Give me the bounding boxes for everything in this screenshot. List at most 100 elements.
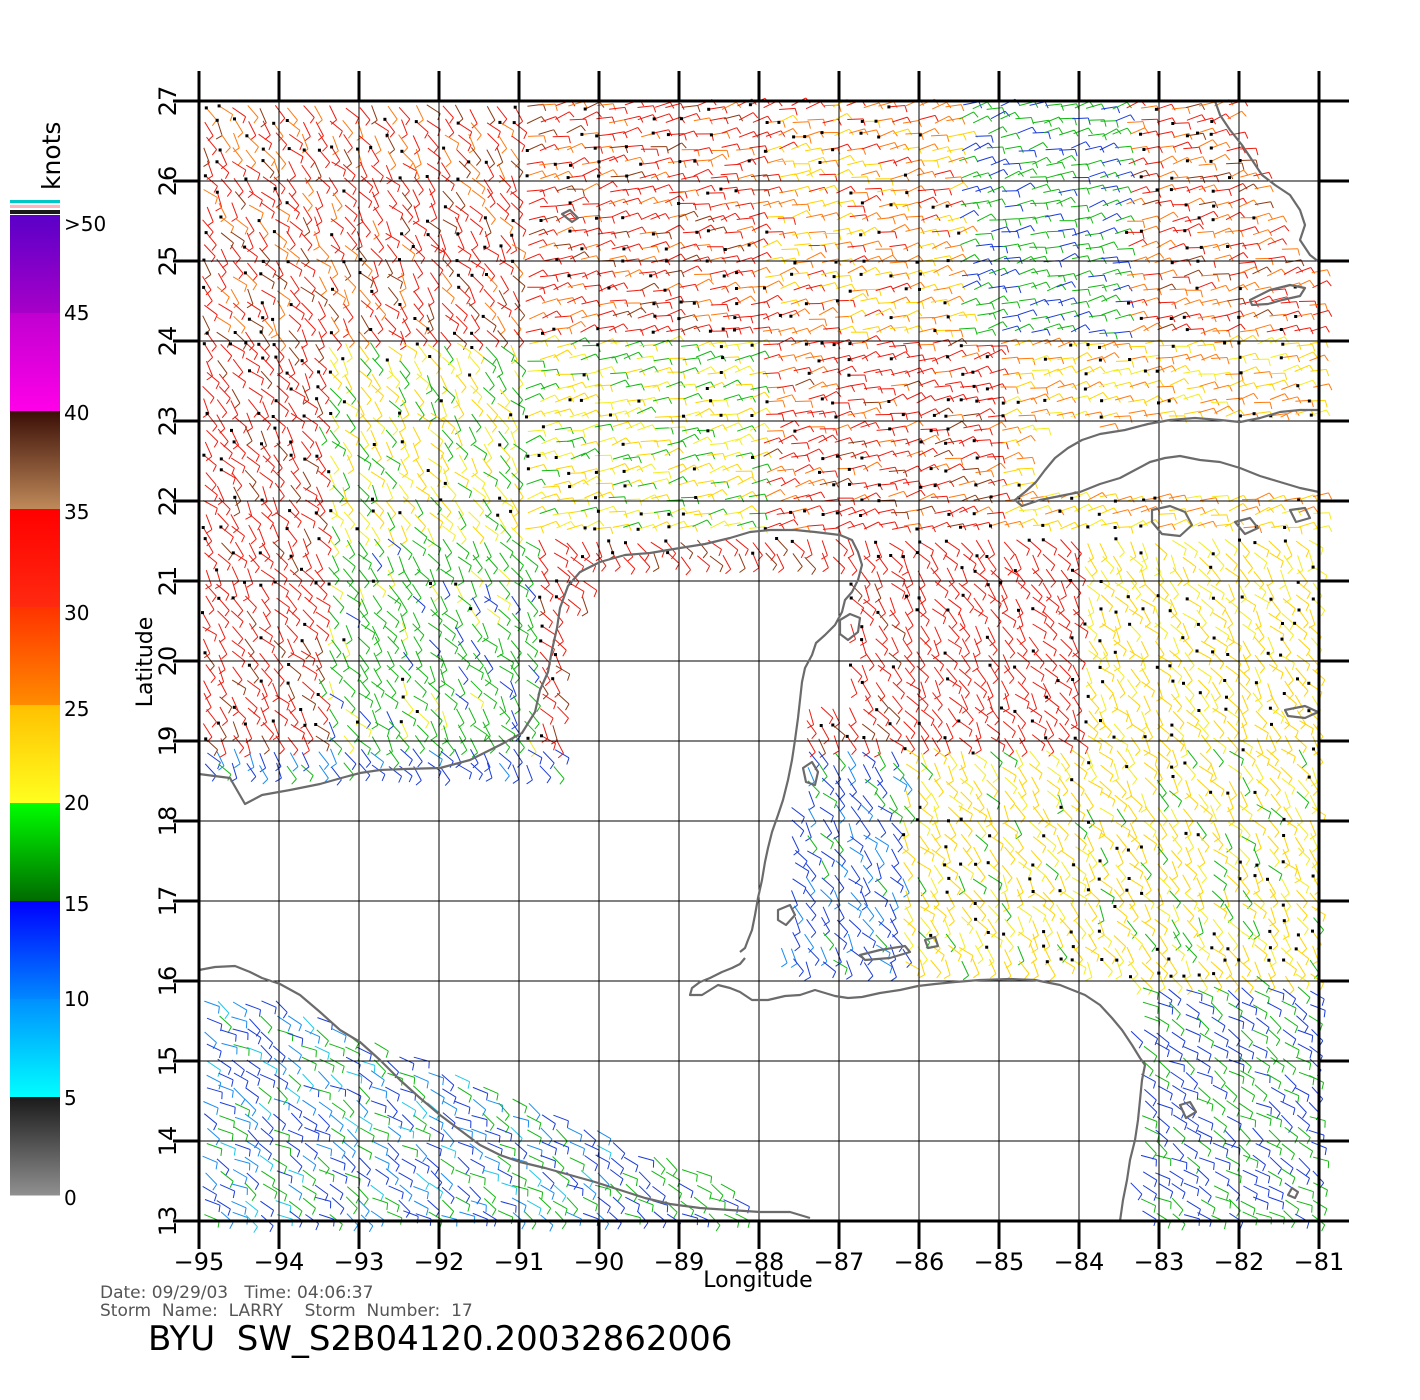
wind-barb-flag <box>1142 232 1145 240</box>
wind-barb <box>678 130 695 137</box>
wind-barb <box>598 181 614 190</box>
wind-barb <box>863 163 880 166</box>
wind-barb-flag <box>388 149 395 155</box>
wind-barb-flag <box>1088 127 1093 135</box>
rain-flag-dot <box>369 328 373 331</box>
wind-barb-flag <box>1213 184 1219 192</box>
rain-flag-dot <box>568 398 572 402</box>
wind-barb-flag <box>555 205 559 213</box>
rain-flag-dot <box>835 454 839 458</box>
wind-barb <box>851 176 868 178</box>
rain-flag-dot <box>261 147 265 151</box>
rain-flag-dot <box>680 117 683 121</box>
rain-flag-dot <box>709 133 713 137</box>
wind-barb <box>975 135 992 137</box>
wind-barb-flag <box>862 160 867 168</box>
rain-flag-dot <box>653 314 657 318</box>
rain-flag-dot <box>707 107 711 111</box>
wind-barb-flag <box>501 148 508 154</box>
wind-barb-flag <box>1198 223 1204 230</box>
wind-barb-flag <box>1255 148 1259 156</box>
wind-barb <box>233 178 244 192</box>
wind-barb <box>318 276 328 292</box>
rain-flag-dot <box>1125 230 1129 234</box>
wind-barb-flag <box>269 171 275 179</box>
wind-barb-flag <box>442 252 446 260</box>
wind-barb-flag <box>1173 226 1179 234</box>
wind-barb <box>650 241 667 248</box>
rain-flag-dot <box>371 509 375 513</box>
wind-barb <box>526 189 543 192</box>
wind-barb <box>430 202 438 219</box>
wind-barb-flag <box>652 185 657 193</box>
wind-barb <box>426 120 441 130</box>
rain-flag-dot <box>1171 122 1175 125</box>
wind-barb <box>862 194 877 204</box>
wind-barb <box>497 163 506 179</box>
wind-barb-flag <box>782 231 786 239</box>
wind-barb <box>875 118 892 122</box>
wind-barb-flag <box>792 160 796 168</box>
rain-flag-dot <box>1185 159 1189 163</box>
rain-flag-dot <box>509 413 513 417</box>
wind-barb-flag <box>505 205 511 212</box>
wind-barb-flag <box>260 212 264 220</box>
wind-barb-flag <box>584 196 590 203</box>
rain-flag-dot <box>385 358 389 362</box>
wind-barb-flag <box>1034 150 1037 158</box>
wind-barb-flag <box>1061 161 1066 169</box>
rain-flag-dot <box>1128 358 1132 361</box>
rain-flag-dot <box>204 106 208 110</box>
wind-barb-flag <box>1212 231 1216 239</box>
wind-barb <box>232 147 243 161</box>
wind-barb <box>781 248 798 250</box>
rain-flag-dot <box>593 146 597 150</box>
rain-flag-dot <box>1058 509 1062 513</box>
wind-barb <box>302 121 311 137</box>
wind-barb-flag <box>296 130 301 137</box>
wind-barb <box>1268 372 1285 375</box>
rain-flag-dot <box>929 429 933 433</box>
wind-barb-flag <box>492 286 498 293</box>
wind-barb <box>919 114 936 120</box>
wind-barb <box>1045 148 1062 151</box>
wind-barb <box>301 232 313 246</box>
wind-barb <box>486 149 496 164</box>
rain-flag-dot <box>609 413 612 417</box>
wind-barb-flag <box>893 159 898 167</box>
wind-barb <box>723 114 740 120</box>
wind-barb-flag <box>1173 170 1179 178</box>
wind-barb <box>539 103 556 106</box>
wind-barb-flag <box>808 121 811 129</box>
wind-barb-flag <box>1282 238 1288 245</box>
wind-barb <box>445 118 455 133</box>
wind-barb <box>1126 197 1142 205</box>
wind-barb <box>959 209 975 219</box>
wind-barb <box>878 159 894 164</box>
rain-flag-dot <box>331 287 334 291</box>
wind-barb-flag <box>1003 169 1009 176</box>
wind-barb <box>1268 256 1285 260</box>
wind-barb-flag <box>316 119 323 125</box>
wind-barb-flag <box>351 286 357 294</box>
wind-barb-flag <box>807 232 812 239</box>
wind-barb <box>1016 357 1034 360</box>
wind-barb-flag <box>332 190 339 197</box>
wind-barb-flag <box>506 186 512 194</box>
wind-barb <box>581 243 598 250</box>
wind-barb <box>1172 122 1189 124</box>
wind-barb <box>736 148 753 151</box>
wind-barb-flag <box>554 186 559 193</box>
wind-barb <box>1115 197 1131 206</box>
wind-barb-flag <box>488 176 495 182</box>
rain-flag-dot <box>623 484 627 488</box>
rain-flag-dot <box>735 271 739 275</box>
wind-barb-flag <box>684 191 688 199</box>
wind-barb-flag <box>290 244 296 251</box>
wind-barb-flag <box>849 155 855 162</box>
rain-flag-dot <box>933 329 937 333</box>
colorbar-label: 0 <box>64 1186 77 1210</box>
wind-barb-flag <box>668 184 674 191</box>
wind-barb-flag <box>833 185 839 192</box>
wind-barb-flag <box>878 102 884 110</box>
